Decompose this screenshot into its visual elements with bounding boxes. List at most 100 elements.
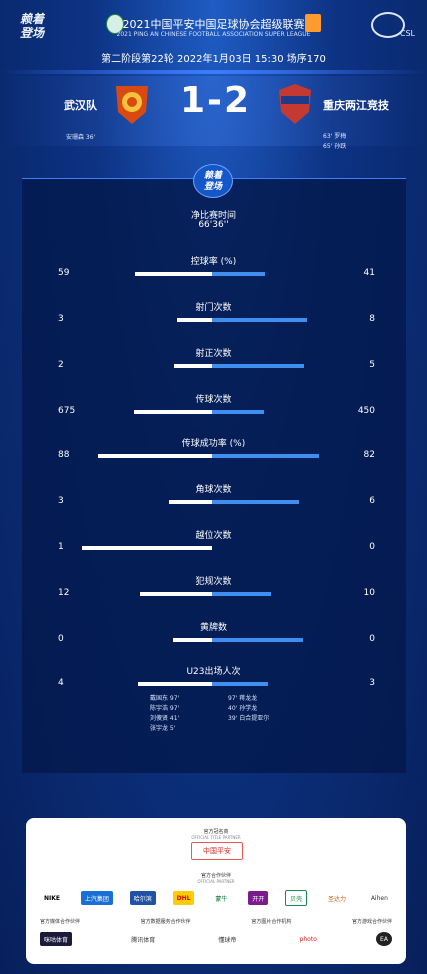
cfa-logo-icon bbox=[106, 14, 124, 34]
stat-home-value: 1 bbox=[58, 542, 64, 552]
u23-home-player: 陈宇浩 97' bbox=[150, 705, 180, 712]
stat-row: 传球次数 675 450 bbox=[0, 392, 427, 432]
stat-away-value: 41 bbox=[363, 268, 375, 278]
stat-label: 射门次数 bbox=[195, 303, 232, 313]
away-team-name: 重庆两江竞技 bbox=[323, 99, 389, 112]
partner-logo: 贝壳 bbox=[285, 890, 308, 906]
sponsor-title-official: 官方冠名商 bbox=[203, 829, 229, 835]
partner-logo: 开开 bbox=[248, 891, 269, 905]
stat-label: 传球成功率 (%) bbox=[181, 439, 246, 449]
stat-home-value: 0 bbox=[58, 634, 64, 644]
sponsor-category: 官方图片合作机构 bbox=[251, 919, 292, 925]
stat-home-value: 88 bbox=[58, 450, 70, 460]
partner-logo: 蒙牛 bbox=[211, 891, 232, 905]
stat-away-bar bbox=[212, 454, 319, 458]
brand-badge: 赖着 登场 bbox=[19, 12, 44, 40]
sponsor-category: 官方媒体合作伙伴 bbox=[40, 919, 81, 925]
panel-logo-icon: 赖着 登场 bbox=[193, 164, 233, 198]
home-scorers: 安珊森 36' bbox=[66, 132, 95, 141]
league-subtitle: 2021 PING AN CHINESE FOOTBALL ASSOCIATIO… bbox=[116, 31, 311, 38]
stat-away-bar bbox=[212, 592, 271, 596]
score-strip bbox=[0, 76, 427, 146]
stat-away-value: 3 bbox=[369, 678, 375, 688]
stat-row: 角球次数 3 6 bbox=[0, 482, 427, 522]
sponsor-title-partners-en: OFFICIAL PARTNER bbox=[197, 879, 235, 884]
stat-away-value: 0 bbox=[369, 634, 375, 644]
u23-home-player: 张宇龙 5' bbox=[150, 725, 176, 732]
stat-home-bar bbox=[169, 500, 212, 504]
stat-row: 越位次数 1 0 bbox=[0, 528, 427, 568]
stat-home-value: 4 bbox=[58, 678, 64, 688]
partner-logo: 上汽集团 bbox=[80, 891, 113, 905]
partner-logo: Aihen bbox=[366, 891, 392, 905]
sponsor-categories: 官方媒体合作伙伴 官方数据服务合作伙伴 官方图片合作机构 官方游戏合作伙伴 bbox=[40, 918, 392, 925]
match-score: 1-2 bbox=[180, 80, 252, 121]
u23-away-player: 40' 孙学龙 bbox=[228, 705, 258, 712]
stat-away-bar bbox=[212, 500, 299, 504]
media-logo: photo bbox=[295, 932, 321, 946]
stat-row: 传球成功率 (%) 88 82 bbox=[0, 436, 427, 476]
stat-away-value: 450 bbox=[357, 406, 375, 416]
u23-away-player: 97' 蒋龙龙 bbox=[228, 695, 258, 702]
partner-row: NIKE 上汽集团 哈尔滨 DHL 蒙牛 开开 贝壳 圣达力 Aihen bbox=[40, 890, 392, 906]
stat-row: U23出场人次 4 3 bbox=[0, 664, 427, 704]
stat-label: 角球次数 bbox=[195, 485, 232, 495]
media-row: 咪咕体育 腾讯体育 懂球帝 photo EA bbox=[40, 932, 392, 946]
stat-away-value: 10 bbox=[363, 588, 375, 598]
stat-home-value: 675 bbox=[58, 406, 76, 416]
stat-home-bar bbox=[134, 410, 212, 414]
media-logo: 腾讯体育 bbox=[127, 932, 160, 946]
net-time-value: 66'36'' bbox=[198, 220, 229, 230]
home-scorer: 安珊森 36' bbox=[66, 134, 96, 141]
stat-away-value: 5 bbox=[369, 360, 375, 370]
stat-home-value: 3 bbox=[58, 314, 64, 324]
stats-panel bbox=[22, 178, 406, 773]
stat-home-bar bbox=[140, 592, 212, 596]
header: 赖着 登场 2021中国平安中国足球协会超级联赛 2021 PING AN CH… bbox=[0, 0, 427, 70]
u23-home-list: 戴国东 97' 陈宇浩 97' 刘傻贤 41' 张宇龙 5' bbox=[150, 694, 179, 734]
away-team-crest-icon bbox=[279, 84, 311, 124]
u23-home-player: 刘傻贤 41' bbox=[150, 715, 180, 722]
stat-home-bar bbox=[138, 682, 212, 686]
stat-away-value: 8 bbox=[369, 314, 375, 324]
stat-away-value: 82 bbox=[363, 450, 375, 460]
stat-home-bar bbox=[177, 318, 212, 322]
home-team-crest-icon bbox=[116, 86, 148, 124]
divider bbox=[0, 70, 427, 74]
stat-home-value: 2 bbox=[58, 360, 64, 370]
stat-away-bar bbox=[212, 272, 265, 276]
media-logo: 咪咕体育 bbox=[40, 932, 73, 946]
stat-away-bar bbox=[212, 682, 268, 686]
stat-label: 黄牌数 bbox=[199, 623, 227, 633]
stat-row: 射门次数 3 8 bbox=[0, 300, 427, 340]
stat-home-bar bbox=[82, 546, 212, 550]
stat-away-bar bbox=[212, 364, 304, 368]
media-logo: EA bbox=[376, 932, 392, 946]
stat-label: U23出场人次 bbox=[186, 667, 241, 677]
stat-home-bar bbox=[173, 638, 212, 642]
stat-home-bar bbox=[135, 272, 212, 276]
csl-logo-icon: CSL bbox=[371, 12, 415, 38]
stat-label: 控球率 (%) bbox=[190, 257, 237, 267]
league-title: 2021中国平安中国足球协会超级联赛 bbox=[122, 18, 305, 31]
u23-home-player: 戴国东 97' bbox=[150, 695, 180, 702]
partner-logo: 哈尔滨 bbox=[129, 891, 156, 905]
stat-home-value: 3 bbox=[58, 496, 64, 506]
stat-label: 射正次数 bbox=[195, 349, 232, 359]
u23-away-list: 97' 蒋龙龙 40' 孙学龙 39' 白合提亚尔 bbox=[228, 694, 269, 724]
csl-label: CSL bbox=[399, 29, 415, 38]
away-scorer: 63' 罗梅 bbox=[323, 133, 347, 140]
stat-away-value: 6 bbox=[369, 496, 375, 506]
stat-away-value: 0 bbox=[369, 542, 375, 552]
stat-row: 犯规次数 12 10 bbox=[0, 574, 427, 614]
stat-label: 越位次数 bbox=[195, 531, 232, 541]
sponsor-title-partners: 官方合作伙伴 bbox=[200, 873, 231, 879]
media-logo: 懂球帝 bbox=[214, 932, 241, 946]
away-scorer: 65' 孙跃 bbox=[323, 143, 347, 150]
net-time-label: 净比赛时间 bbox=[190, 211, 236, 221]
away-scorers: 63' 罗梅 65' 孙跃 bbox=[323, 132, 346, 152]
sponsor-board: 官方冠名商 OFFICIAL TITLE PARTNER 中国平安 官方合作伙伴… bbox=[26, 818, 406, 964]
pingan-logo-icon bbox=[305, 14, 321, 32]
partner-logo: 圣达力 bbox=[323, 891, 350, 905]
stat-home-value: 59 bbox=[58, 268, 70, 278]
